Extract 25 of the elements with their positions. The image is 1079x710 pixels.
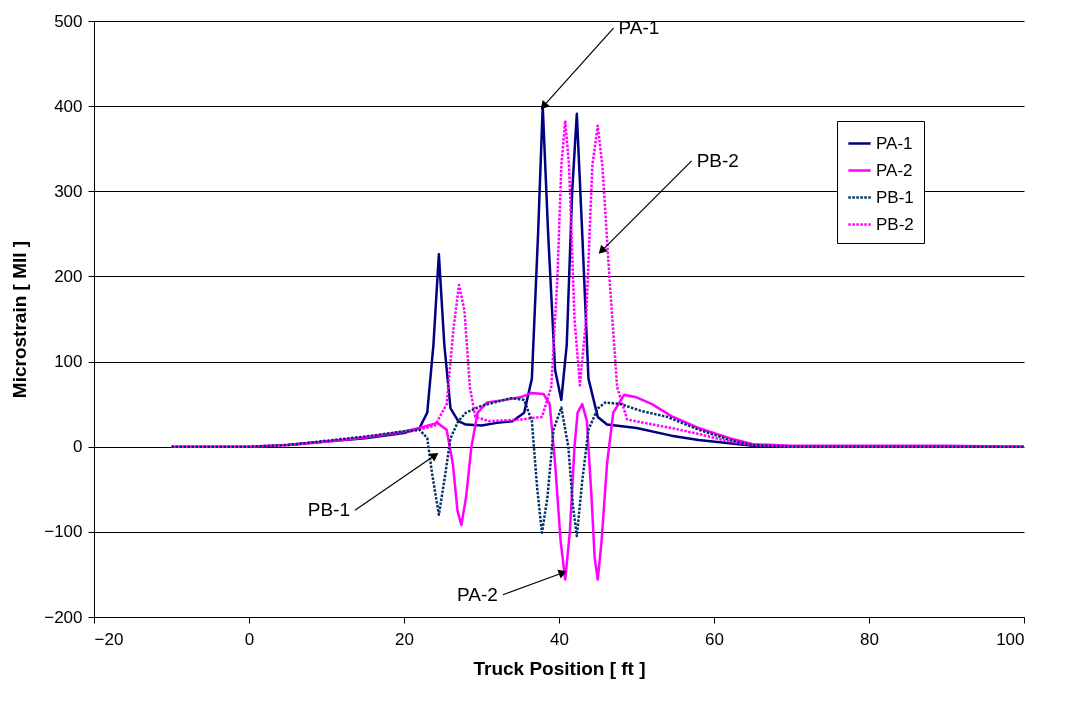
annotation: PB-1 xyxy=(307,499,350,521)
y-tick-label: 300 xyxy=(54,181,83,201)
x-tick-label: 20 xyxy=(395,629,414,649)
x-tick-label: 100 xyxy=(996,629,1025,649)
y-tick-label: 100 xyxy=(54,352,83,372)
x-tick-label: −20 xyxy=(94,629,124,649)
y-tick-label: 500 xyxy=(54,11,83,31)
legend-label: PA-1 xyxy=(876,133,913,153)
x-tick-label: 40 xyxy=(550,629,569,649)
x-tick-label: 80 xyxy=(860,629,879,649)
y-tick-label: 0 xyxy=(73,437,83,457)
annotation: PA-2 xyxy=(457,583,498,605)
annotation: PB-2 xyxy=(696,149,739,171)
y-tick-label: −200 xyxy=(44,607,83,627)
x-tick-label: 0 xyxy=(244,629,255,649)
y-tick-label: 400 xyxy=(54,96,83,116)
x-tick-label: 60 xyxy=(705,629,724,649)
line-series xyxy=(170,396,1026,538)
legend-label: PB-1 xyxy=(876,187,914,207)
legend-label: PA-2 xyxy=(876,160,913,180)
legend-label: PB-2 xyxy=(876,214,914,234)
y-tick-label: −100 xyxy=(44,522,83,542)
y-tick-label: 200 xyxy=(54,266,83,286)
x-axis-title: Truck Position [ ft ] xyxy=(473,657,646,679)
y-axis-title: Microstrain [ MII ] xyxy=(9,240,31,399)
